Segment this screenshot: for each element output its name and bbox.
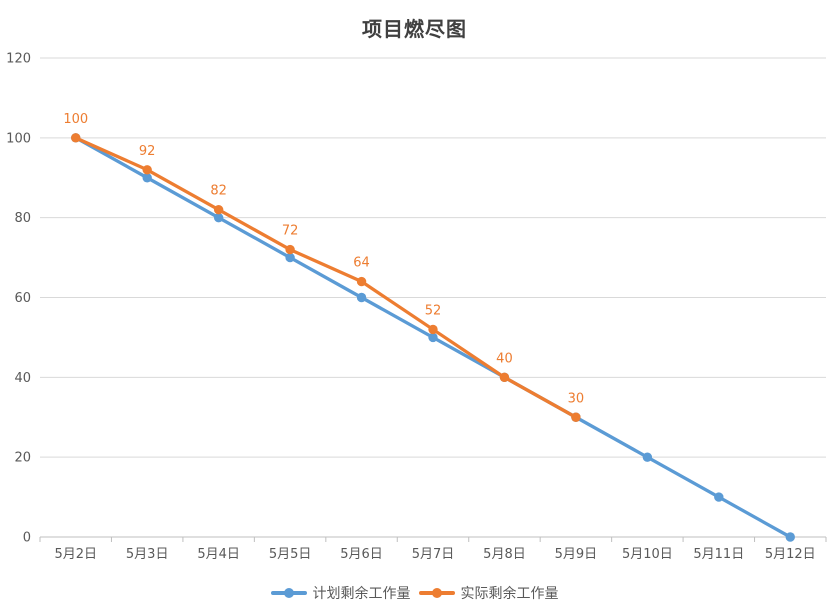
- legend-label-actual: 实际剩余工作量: [460, 586, 559, 602]
- y-axis-labels: 0 20 40 60 80 100 120: [6, 52, 31, 546]
- x-axis-tick-label: 5月11日: [693, 547, 744, 562]
- planned-dot-swatch: [283, 588, 294, 598]
- x-axis-tick-label: 5月4日: [197, 547, 240, 562]
- data-point-marker[interactable]: [428, 324, 438, 335]
- data-label: 40: [496, 351, 513, 366]
- data-label: 64: [353, 256, 370, 271]
- x-axis-tick-label: 5月7日: [412, 547, 455, 562]
- data-point-marker[interactable]: [356, 276, 367, 287]
- x-axis-tick-label: 5月12日: [765, 547, 816, 562]
- legend-label-planned: 计划剩余工作量: [312, 586, 411, 602]
- x-axis-tick-label: 5月8日: [483, 547, 526, 562]
- series-actual[interactable]: [71, 133, 581, 422]
- data-label: 30: [568, 391, 585, 406]
- y-axis-tick-label: 120: [6, 52, 31, 67]
- data-label: 92: [139, 144, 156, 159]
- data-point-marker[interactable]: [285, 252, 295, 263]
- data-point-marker[interactable]: [356, 292, 367, 303]
- actual-series-marker-icon: [418, 588, 455, 598]
- data-point-marker[interactable]: [142, 165, 152, 175]
- data-label: 72: [282, 224, 299, 239]
- x-axis-tick-label: 5月5日: [269, 547, 312, 562]
- data-point-marker[interactable]: [642, 452, 653, 462]
- data-point-marker[interactable]: [785, 532, 795, 542]
- data-point-marker[interactable]: [213, 204, 224, 215]
- x-axis-tick-label: 5月10日: [622, 547, 673, 562]
- legend: 计划剩余工作量 实际剩余工作量: [0, 583, 829, 603]
- x-axis: [39, 536, 827, 542]
- y-axis-tick-label: 60: [14, 291, 31, 306]
- x-axis-labels: 5月2日 5月3日 5月4日 5月5日 5月6日 5月7日 5月8日 5月9日 5月10日 5月1…: [54, 547, 815, 562]
- data-point-marker[interactable]: [213, 212, 224, 223]
- x-axis-tick-label: 5月2日: [54, 547, 97, 562]
- gridlines: [40, 57, 826, 458]
- data-label: 100: [63, 112, 88, 127]
- series-line: [74, 136, 578, 419]
- data-point-marker[interactable]: [571, 412, 581, 422]
- data-labels: 100 92 82 72 64 52 40 30: [63, 112, 584, 406]
- data-point-marker[interactable]: [71, 133, 81, 143]
- data-label: 82: [210, 184, 227, 199]
- data-point-marker[interactable]: [428, 332, 438, 343]
- y-axis-tick-label: 80: [14, 211, 31, 226]
- y-axis-tick-label: 0: [23, 531, 31, 546]
- data-point-marker[interactable]: [714, 492, 724, 502]
- actual-dot-swatch: [431, 588, 442, 598]
- legend-item-planned[interactable]: 计划剩余工作量: [270, 583, 411, 603]
- x-axis-tick-label: 5月9日: [555, 547, 598, 562]
- planned-series-marker-icon: [270, 588, 307, 598]
- data-point-marker[interactable]: [499, 372, 510, 383]
- chart-title: 项目燃尽图: [362, 17, 467, 41]
- data-label: 52: [425, 303, 442, 318]
- data-point-marker[interactable]: [142, 173, 152, 183]
- x-axis-tick-label: 5月6日: [340, 547, 383, 562]
- x-axis-tick-label: 5月3日: [126, 547, 169, 562]
- y-axis-tick-label: 40: [14, 371, 31, 386]
- y-axis-tick-label: 100: [6, 131, 31, 146]
- y-axis-tick-label: 20: [14, 451, 31, 466]
- legend-item-actual[interactable]: 实际剩余工作量: [418, 583, 559, 603]
- series-planned[interactable]: [71, 133, 795, 542]
- data-point-marker[interactable]: [285, 244, 295, 255]
